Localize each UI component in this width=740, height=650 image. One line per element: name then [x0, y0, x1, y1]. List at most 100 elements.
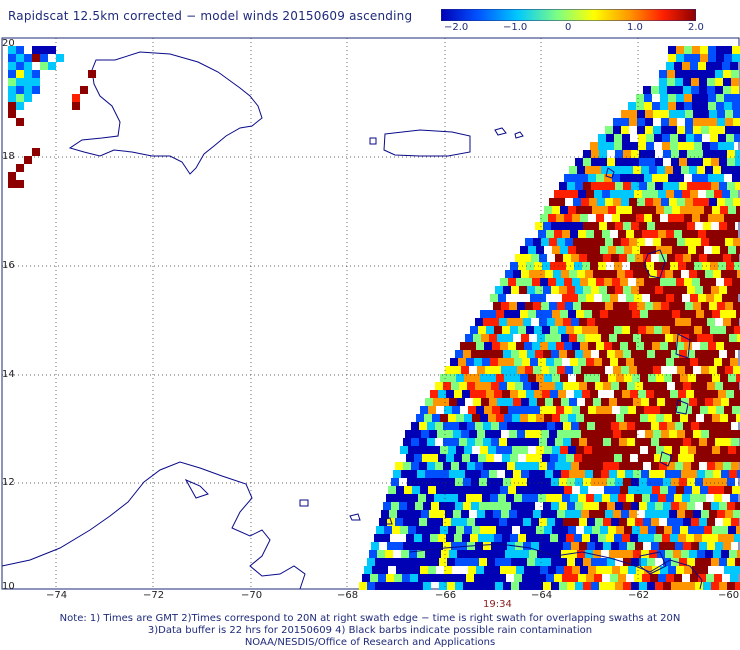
swath-cell — [576, 310, 584, 318]
swath-cell — [463, 558, 471, 566]
swath-cell — [615, 350, 623, 358]
swath-cell — [635, 422, 643, 430]
swath-cell — [577, 166, 585, 174]
swath-cell — [646, 534, 654, 542]
swath-cell — [463, 502, 471, 510]
swath-cell — [732, 46, 740, 54]
swath-cell — [535, 478, 543, 486]
swath-cell — [679, 286, 687, 294]
swath-cell — [669, 126, 677, 134]
swath-cell — [554, 358, 562, 366]
swath-cell — [544, 206, 552, 214]
swath-cell — [719, 182, 727, 190]
swath-cell — [715, 78, 723, 86]
swath-cell — [727, 478, 735, 486]
swath-cell — [668, 102, 676, 110]
swath-cell — [652, 342, 660, 350]
swath-cell — [477, 510, 485, 518]
swath-cell — [505, 470, 513, 478]
swath-cell — [449, 470, 457, 478]
swath-cell — [636, 214, 644, 222]
swath-cell — [649, 166, 657, 174]
swath-cell — [698, 358, 706, 366]
swath-cell — [627, 542, 635, 550]
swath-cell — [685, 302, 693, 310]
swath-cell — [72, 94, 80, 102]
swath-cell — [511, 582, 519, 590]
swath-cell — [704, 310, 712, 318]
swath-cell — [721, 166, 729, 174]
swath-cell — [416, 526, 424, 534]
swath-cell — [531, 438, 539, 446]
swath-cell — [656, 446, 664, 454]
swath-cell — [684, 214, 692, 222]
swath-cell — [587, 518, 595, 526]
swath-cell — [621, 118, 629, 126]
swath-cell — [704, 526, 712, 534]
swath-cell — [517, 366, 525, 374]
swath-cell — [719, 502, 727, 510]
swath-cell — [647, 478, 655, 486]
swath-cell — [625, 470, 633, 478]
swath-cell — [16, 54, 24, 62]
swath-cell — [580, 214, 588, 222]
swath-cell — [717, 126, 725, 134]
swath-cell — [594, 494, 602, 502]
swath-cell — [453, 430, 461, 438]
swath-cell — [658, 494, 666, 502]
swath-cell — [383, 582, 391, 590]
swath-cell — [382, 534, 390, 542]
swath-cell — [711, 502, 719, 510]
swath-cell — [691, 462, 699, 470]
swath-cell — [500, 566, 508, 574]
swath-cell — [603, 254, 611, 262]
swath-cell — [584, 446, 592, 454]
swath-cell — [567, 502, 575, 510]
swath-cell — [552, 526, 560, 534]
swath-cell — [582, 326, 590, 334]
swath-cell — [719, 150, 727, 158]
swath-cell — [532, 486, 540, 494]
swath-cell — [638, 134, 646, 142]
swath-cell — [646, 142, 654, 150]
lesser-antilles-c — [675, 333, 691, 359]
swath-cell — [388, 486, 396, 494]
swath-cell — [691, 382, 699, 390]
swath-cell — [645, 126, 653, 134]
colorbar — [441, 9, 696, 21]
swath-cell — [524, 342, 532, 350]
swath-cell — [701, 126, 709, 134]
swath-cell — [583, 502, 591, 510]
swath-cell — [707, 318, 715, 326]
swath-cell — [501, 302, 509, 310]
swath-cell — [544, 526, 552, 534]
swath-cell — [557, 430, 565, 438]
swath-cell — [645, 110, 653, 118]
swath-cell — [690, 358, 698, 366]
swath-cell — [700, 566, 708, 574]
swath-cell — [386, 494, 394, 502]
swath-cell — [497, 398, 505, 406]
swath-cell — [670, 534, 678, 542]
swath-cell — [557, 302, 565, 310]
swath-cell — [682, 230, 690, 238]
swath-cell — [630, 390, 638, 398]
swath-cell — [565, 302, 573, 310]
swath-cell — [595, 382, 603, 390]
swath-cell — [605, 238, 613, 246]
swath-cell — [591, 150, 599, 158]
swath-cell — [619, 542, 627, 550]
swath-cell — [536, 310, 544, 318]
swath-cell — [647, 222, 655, 230]
swath-cell — [471, 558, 479, 566]
swath-cell — [624, 246, 632, 254]
swath-cell — [440, 446, 448, 454]
swath-cell — [574, 390, 582, 398]
swath-cell — [635, 462, 643, 470]
swath-cell — [700, 278, 708, 286]
swath-cell — [607, 286, 615, 294]
swath-cell — [729, 270, 737, 278]
swath-cell — [566, 534, 574, 542]
swath-cell — [622, 534, 630, 542]
swath-cell — [637, 366, 645, 374]
